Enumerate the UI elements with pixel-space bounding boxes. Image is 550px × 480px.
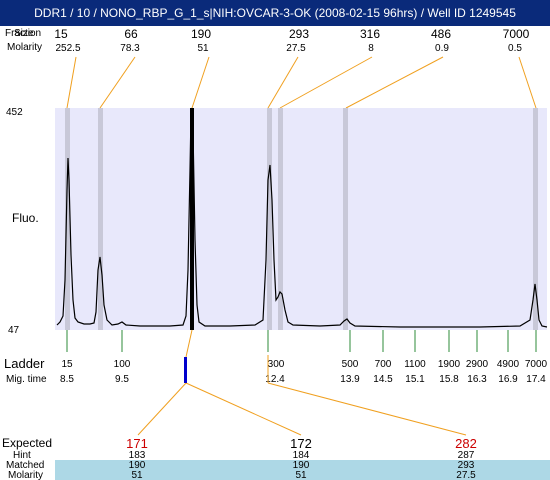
peak-band — [343, 108, 348, 330]
molarity-value: 51 — [295, 470, 307, 480]
peak-band — [267, 108, 272, 330]
peak-connector — [279, 56, 373, 109]
match-connector — [185, 382, 302, 436]
header-size-label: Size — [14, 28, 34, 39]
selected-peak-band[interactable] — [190, 108, 194, 330]
y-axis-max: 452 — [6, 107, 23, 118]
match-connector — [267, 382, 467, 436]
hint-label: Hint — [13, 450, 31, 461]
peak-band — [65, 108, 70, 330]
peak-size: 7000 — [503, 27, 530, 41]
ladder-size: 2900 — [466, 359, 489, 370]
peak-connector — [99, 56, 136, 109]
peak-size: 316 — [360, 27, 380, 41]
matched-value: 293 — [458, 460, 475, 471]
peak-band — [533, 108, 538, 330]
ladder-time: 17.4 — [526, 374, 546, 385]
ladder-time: 9.5 — [115, 374, 129, 385]
molarity-value: 51 — [131, 470, 143, 480]
peak-size: 66 — [124, 27, 138, 41]
ladder-size: 1100 — [404, 359, 426, 370]
match-connector — [185, 329, 193, 358]
ladder-marks: 15 8.5 100 9.5 300 12.4 500 13.9 700 14.… — [60, 359, 548, 385]
peak-connector — [345, 56, 444, 109]
hint-value: 287 — [458, 450, 475, 461]
ladder-size: 700 — [375, 359, 392, 370]
ladder-time: 16.3 — [467, 374, 487, 385]
ladder-time: 12.4 — [265, 374, 285, 385]
ladder-time: 15.8 — [439, 374, 459, 385]
peak-connector — [191, 56, 210, 109]
table-molarity-label: Molarity — [8, 470, 43, 480]
peak-connector — [518, 56, 537, 109]
ladder-time: 14.5 — [373, 374, 393, 385]
ladder-ticks — [66, 330, 537, 352]
selected-marker[interactable] — [184, 357, 187, 383]
peak-size: 486 — [431, 27, 451, 41]
peak-molarity: 0.9 — [435, 43, 449, 54]
y-axis-label: Fluo. — [12, 211, 39, 225]
match-connectors — [137, 329, 467, 436]
ladder-time: 13.9 — [340, 374, 360, 385]
ladder-time-label: Mig. time — [6, 374, 47, 385]
ladder-label: Ladder — [4, 356, 45, 371]
fluorescence-trace — [56, 107, 548, 328]
peak-connector — [66, 56, 77, 109]
peak-size: 293 — [289, 27, 309, 41]
matched-row-band — [55, 460, 550, 480]
peak-size: 15 — [54, 27, 68, 41]
matched-value: 190 — [293, 460, 310, 471]
y-axis-min: 47 — [8, 325, 20, 336]
peak-molarity: 51 — [197, 43, 209, 54]
peak-size: 190 — [191, 27, 211, 41]
expected-value: 282 — [455, 436, 477, 451]
ladder-size: 4900 — [497, 359, 520, 370]
ladder-time: 15.1 — [405, 374, 425, 385]
expected-columns: 171 183 190 51 172 184 190 51 282 287 29… — [126, 436, 477, 480]
ladder-size: 100 — [114, 359, 131, 370]
ladder-size: 300 — [268, 359, 285, 370]
ladder-size: 15 — [61, 359, 73, 370]
hint-value: 184 — [293, 450, 310, 461]
ladder-time: 8.5 — [60, 374, 74, 385]
peak-molarity: 78.3 — [120, 43, 140, 54]
header-molarity-label: Molarity — [7, 42, 42, 53]
peak-band — [278, 108, 283, 330]
expected-value: 172 — [290, 436, 312, 451]
plot-background — [55, 108, 547, 330]
ladder-time: 16.9 — [498, 374, 518, 385]
match-connector — [137, 382, 187, 436]
peak-header-columns: 15 252.5 66 78.3 190 51 293 27.5 316 8 4… — [54, 27, 529, 54]
header-fraction-label: Fraction — [5, 28, 41, 39]
peak-band — [98, 108, 103, 330]
ladder-size: 500 — [342, 359, 359, 370]
matched-value: 190 — [129, 460, 146, 471]
hint-value: 183 — [129, 450, 146, 461]
peak-connectors — [66, 56, 537, 109]
molarity-value: 27.5 — [456, 470, 476, 480]
expected-value: 171 — [126, 436, 148, 451]
ladder-size: 1900 — [438, 359, 461, 370]
window-title: DDR1 / 10 / NONO_RBP_G_1_s|NIH:OVCAR-3-O… — [0, 0, 550, 26]
peak-molarity: 0.5 — [508, 43, 522, 54]
peak-molarity: 252.5 — [55, 43, 80, 54]
matched-label: Matched — [6, 460, 44, 471]
peak-bands — [65, 108, 538, 330]
ladder-size: 7000 — [525, 359, 548, 370]
expected-label: Expected — [2, 436, 52, 450]
peak-molarity: 27.5 — [286, 43, 306, 54]
peak-molarity: 8 — [368, 43, 374, 54]
peak-connector — [267, 56, 299, 109]
